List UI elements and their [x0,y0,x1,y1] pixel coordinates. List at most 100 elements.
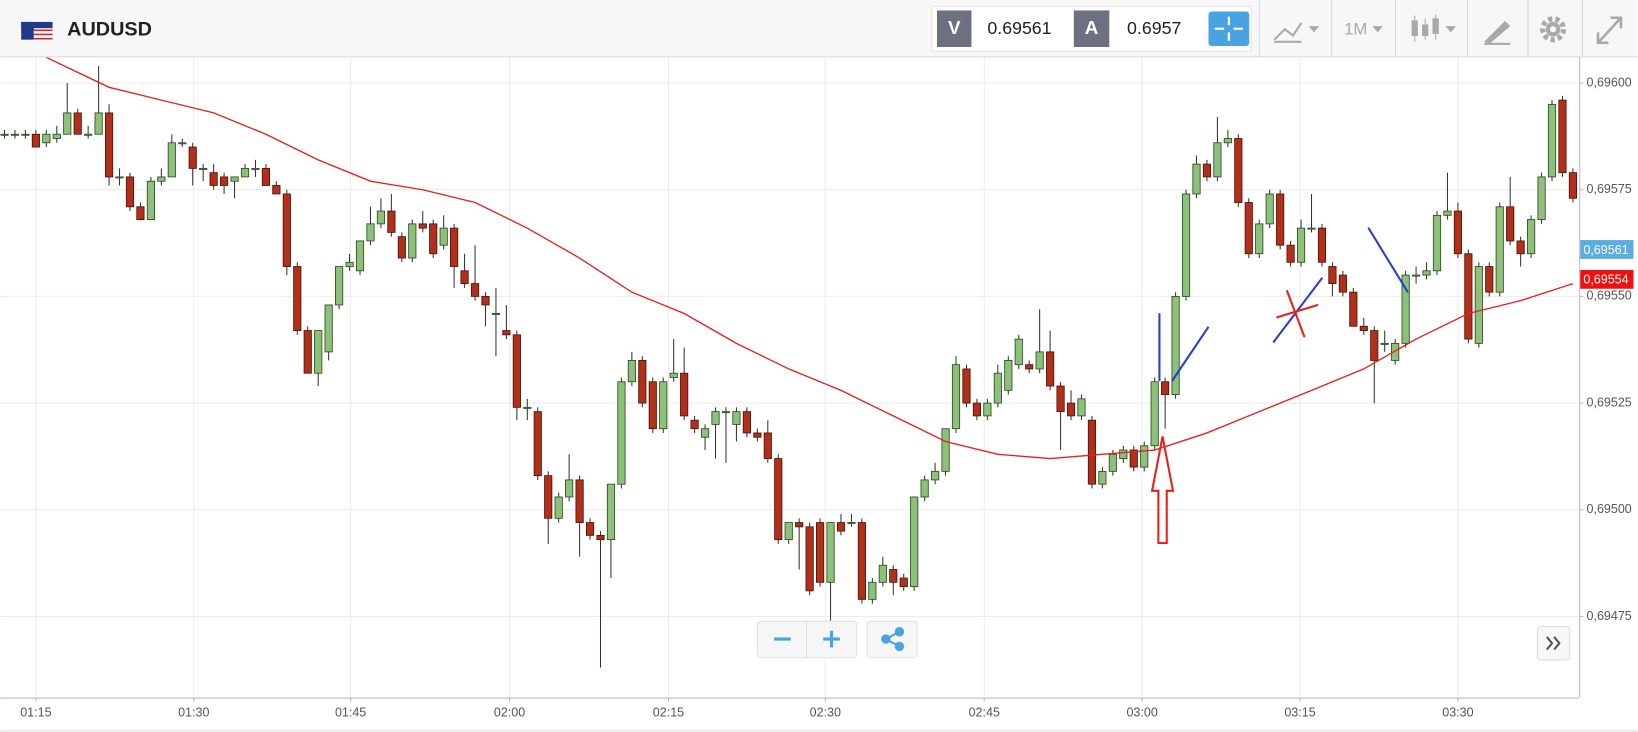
candle-body [962,368,971,404]
candle-body [261,167,270,186]
candle-body [1035,351,1044,370]
candle-body [910,496,919,588]
candle-body [627,359,636,383]
candle-body [303,330,312,374]
symbol: AUDUSD [67,19,152,41]
y-tick-label: 0,69500 [1587,502,1632,516]
settings-button[interactable] [1540,16,1567,43]
cross-mark [1276,303,1319,319]
candle-body [450,227,459,267]
candle-body [1338,274,1347,293]
flag-icon [21,21,53,40]
candle-body [220,176,229,186]
cross-mark [1285,289,1306,338]
candle-body [376,210,386,225]
x-tick-label: 01:30 [178,706,209,720]
candle-body [721,411,731,414]
candle-body [209,172,218,186]
candle-body [1223,138,1232,144]
candle-body [240,167,250,178]
x-tick-label: 01:45 [335,706,366,720]
candle-body [491,313,501,315]
candle-body [638,359,647,404]
candle-body [690,419,699,430]
y-tick-label: 0,69600 [1587,75,1632,89]
candle-body [1286,244,1295,263]
candle-body [951,364,961,430]
candle-body [554,496,563,519]
candle-body [1349,291,1358,327]
candle-body [293,266,302,331]
candle-body [1140,445,1149,468]
candle-body [1453,210,1462,255]
scroll-end-button[interactable] [1536,626,1571,661]
candle-body [1568,172,1577,199]
candle-body [565,479,574,498]
toolbar [0,0,1638,57]
candle-body [387,210,396,233]
crosshair-icon [1214,16,1243,41]
indicator-button[interactable] [1273,22,1320,43]
arrow [1150,436,1175,545]
bid-button[interactable] [936,10,972,47]
candle-body [512,334,521,408]
candle-body [418,223,427,229]
share-button[interactable] [866,620,918,659]
moving-average [46,57,1574,460]
candle-body [42,133,51,144]
candle-body [251,167,260,170]
candle-body [1108,453,1117,472]
candle-body [1098,470,1107,485]
candle-body [1119,449,1128,459]
price-badge-label: 0,69554 [1583,273,1628,287]
candle-body [523,406,532,409]
candle-body [899,577,908,588]
candle-body [1056,385,1065,413]
candle-body [104,112,114,178]
candle-body [1464,253,1473,340]
candle-body [1422,270,1431,276]
crosshair-button[interactable] [1208,11,1250,46]
candle-body [10,133,20,136]
x-tick-label: 02:00 [494,706,525,720]
chart-type-button[interactable] [1411,14,1456,42]
candle-body [1161,381,1170,395]
candle-body [1129,449,1138,468]
x-tick-label: 03:15 [1284,706,1315,720]
candle-body [31,133,40,148]
candle-body [345,261,354,267]
candle-body [617,381,626,485]
timeframe[interactable]: 1M [1344,20,1367,39]
candle-body [836,522,846,532]
candle-body [1527,219,1536,255]
annotations [1150,227,1409,545]
candle-body [1181,193,1191,297]
trend-line [1171,326,1210,382]
candle-body [795,522,804,528]
candle-body [63,112,72,135]
candle-body [94,112,103,135]
candle-body [868,581,877,600]
candle-body [1537,176,1546,221]
candle-body [397,236,406,259]
draw-tool-button[interactable] [1484,20,1511,45]
candle-body [1066,402,1076,417]
ask-button[interactable] [1073,10,1110,47]
fullscreen-button[interactable] [1596,16,1623,45]
candle-body [826,522,835,583]
candle-body [1025,364,1034,370]
candle-body [1276,193,1285,246]
candle-body [941,428,950,472]
candle-body [136,206,145,221]
candle-body [84,133,93,136]
timeframe-caret [1372,26,1383,33]
candle-body [1014,338,1023,366]
candle-body [470,283,480,297]
candle-body [1004,359,1013,391]
candle-body [1370,330,1379,361]
candle-body [1234,138,1243,203]
candle-body [1046,351,1055,387]
zoom-controls [756,620,918,659]
scroll-end-icon [1546,636,1561,651]
